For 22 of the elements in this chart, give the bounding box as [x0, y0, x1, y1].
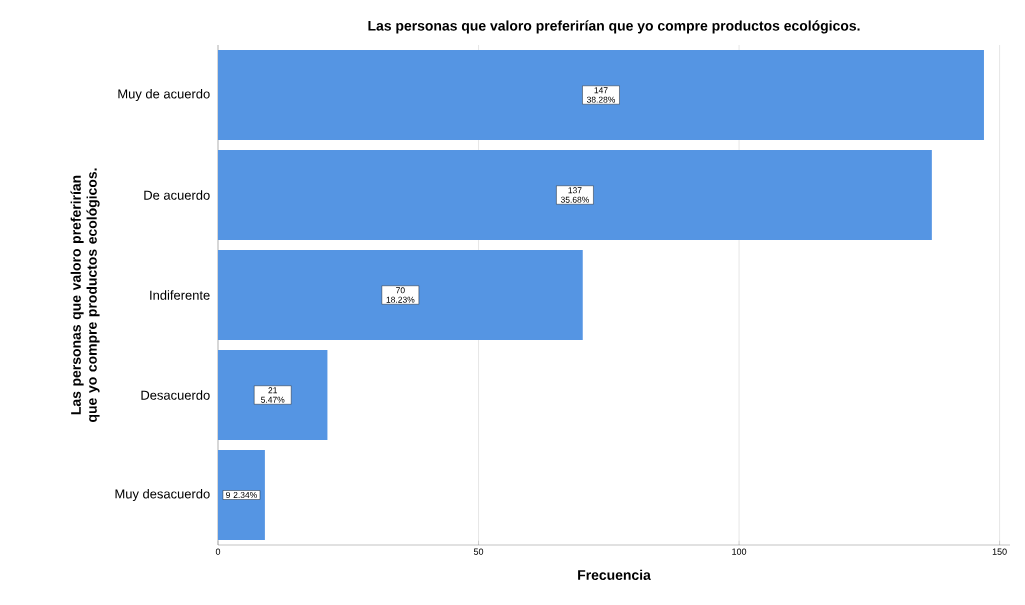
y-tick-label: De acuerdo — [144, 190, 210, 200]
bar — [218, 250, 583, 340]
y-tick-label: Desacuerdo — [141, 390, 210, 400]
x-tick-label: 0 — [215, 548, 221, 555]
bar — [218, 50, 984, 140]
x-tick-label: 150 — [992, 548, 1007, 555]
data-label: 9 2.34% — [226, 492, 257, 498]
x-tick-label: 100 — [732, 548, 747, 555]
y-tick-label: Indiferente — [150, 290, 210, 300]
bar — [218, 450, 265, 540]
y-tick-label: Muy de acuerdo — [118, 88, 210, 102]
chart-title: Las personas que valoro preferirían que yo compre productos ecológicos. — [368, 20, 860, 34]
x-tick-label: 50 — [473, 548, 484, 555]
y-axis-title: Las personas que valoro preferirían que yo compre productos ecológicos. — [70, 168, 100, 422]
bar — [218, 350, 328, 440]
data-label: 147 38.28% — [586, 87, 616, 103]
data-label: 137 35.68% — [560, 187, 589, 203]
x-axis-title: Frecuencia — [578, 569, 651, 580]
bar — [218, 150, 932, 240]
y-tick-label: Muy desacuerdo — [115, 488, 210, 502]
data-label: 21 5.47% — [261, 387, 285, 403]
data-label: 70 18.23% — [386, 287, 415, 303]
